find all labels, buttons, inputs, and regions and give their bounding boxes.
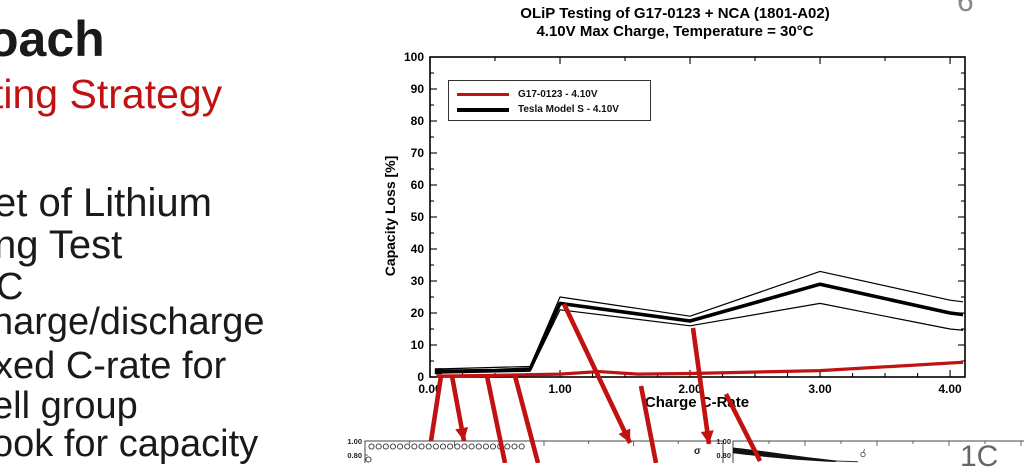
series-line <box>436 282 964 374</box>
thumb-right-ytick-bottom: 0.80 <box>716 451 731 460</box>
marker-circle <box>511 443 518 450</box>
stray-marker-icon <box>863 448 865 453</box>
thumbnail-data-band <box>733 447 836 462</box>
marker-circle <box>418 443 425 450</box>
marker-circle <box>404 443 411 450</box>
thumbnail-data-tail <box>835 460 859 463</box>
x-tick-label: 3.00 <box>808 382 832 396</box>
legend-line-sample-black <box>457 107 509 112</box>
x-tick-label: 1.00 <box>548 382 572 396</box>
x-tick-label: 4.00 <box>938 382 962 396</box>
annotation-arrowhead <box>618 428 631 443</box>
marker-circle <box>375 443 382 450</box>
thumb-right-sigma-label: σ <box>694 446 701 457</box>
marker-circle <box>439 443 447 450</box>
left-text-line: et of Lithium <box>0 181 212 225</box>
y-tick-label: 0 <box>417 370 424 384</box>
marker-circle <box>382 443 389 450</box>
legend-row: Tesla Model S - 4.10V <box>457 102 650 117</box>
chart-title-line2: 4.10V Max Charge, Temperature = 30°C <box>536 23 814 40</box>
y-tick-label: 40 <box>411 242 425 256</box>
annotation-arrow <box>690 327 712 445</box>
thumb-right-ytick-top: 1.00 <box>716 437 731 446</box>
y-tick-label: 50 <box>411 210 425 224</box>
y-tick-label: 10 <box>411 338 425 352</box>
page-number: 6 <box>957 0 974 18</box>
left-text-line: ng Test <box>0 223 123 267</box>
legend-line-sample-red <box>457 93 509 96</box>
annotation-arrow <box>428 375 444 442</box>
left-text-line: ting Strategy <box>0 71 223 117</box>
left-text-line: harge/discharge <box>0 301 265 343</box>
thumb-left-ytick-top: 1.00 <box>347 437 362 446</box>
marker-circle <box>468 443 475 450</box>
y-axis-title: Capacity Loss [%] <box>382 155 398 277</box>
left-text-line: C <box>0 266 24 308</box>
series-start-marker <box>434 368 442 375</box>
left-text-line: xed C-rate for <box>0 345 227 387</box>
marker-circle <box>454 443 461 450</box>
thumbnail-left-frame <box>364 440 724 463</box>
series-line <box>436 270 964 370</box>
marker-circle <box>475 443 482 450</box>
y-tick-label: 20 <box>411 306 425 320</box>
marker-circle <box>482 443 489 450</box>
marker-circle <box>497 443 504 450</box>
y-tick-label: 90 <box>411 82 425 96</box>
series-line <box>436 360 964 378</box>
x-axis-title: Charge C-Rate <box>644 394 750 411</box>
annotation-arrow <box>512 375 541 463</box>
marker-circle <box>461 443 468 450</box>
marker-circle <box>518 443 525 450</box>
chart-title-line1: OLiP Testing of G17-0123 + NCA (1801-A02… <box>520 5 830 22</box>
left-text-line: ook for capacity <box>0 423 259 465</box>
chart-legend: G17-0123 - 4.10V Tesla Model S - 4.10V <box>448 80 651 121</box>
marker-circle <box>425 443 432 450</box>
left-text-line: ell group <box>0 385 138 427</box>
y-tick-label: 30 <box>411 274 425 288</box>
marker-circle <box>489 443 497 450</box>
annotation-arrowhead <box>455 427 469 441</box>
marker-circle <box>397 443 404 450</box>
marker-circle <box>365 456 372 463</box>
thumb-left-ytick-bottom: 0.80 <box>347 451 362 460</box>
legend-label: Tesla Model S - 4.10V <box>518 104 619 115</box>
x-tick-label: 0.00 <box>418 382 442 396</box>
y-tick-label: 60 <box>411 178 425 192</box>
legend-row: G17-0123 - 4.10V <box>457 87 650 102</box>
annotation-arrow <box>561 303 633 444</box>
annotation-arrows-layer <box>428 303 763 463</box>
y-tick-label: 80 <box>411 114 425 128</box>
marker-circle <box>432 443 439 450</box>
annotation-arrow <box>484 375 508 463</box>
y-tick-label: 100 <box>404 50 424 64</box>
marker-circle <box>411 443 418 450</box>
marker-circle <box>389 443 397 450</box>
annotation-arrow <box>449 375 467 442</box>
series-line <box>436 302 964 374</box>
marker-circle <box>368 443 375 450</box>
marker-circle <box>447 443 454 450</box>
corner-annotation: 1C <box>960 440 999 473</box>
legend-label: G17-0123 - 4.10V <box>518 89 598 100</box>
stray-marker-icon <box>860 451 866 458</box>
left-text-line: oach <box>0 11 105 67</box>
chart-title: OLiP Testing of G17-0123 + NCA (1801-A02… <box>425 5 925 41</box>
marker-circle <box>504 443 511 450</box>
y-tick-label: 70 <box>411 146 425 160</box>
